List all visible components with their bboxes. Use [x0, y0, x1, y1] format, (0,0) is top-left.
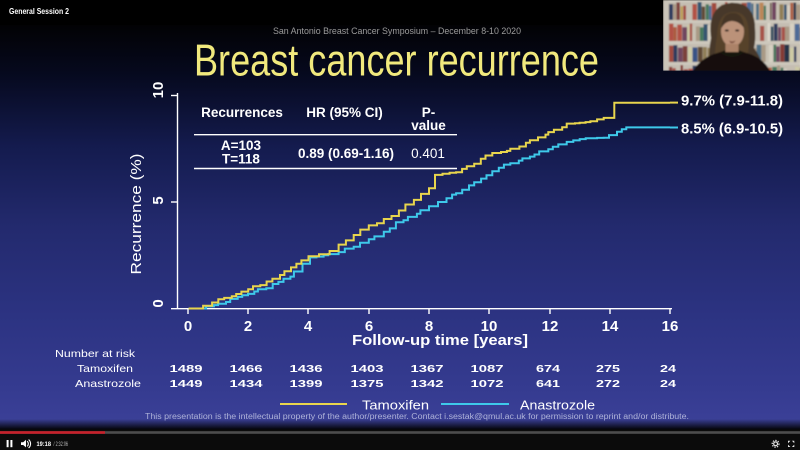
svg-text:641: 641 — [536, 378, 560, 390]
svg-text:6: 6 — [365, 318, 373, 335]
svg-text:8.5% (6.9-10.5): 8.5% (6.9-10.5) — [681, 121, 783, 138]
svg-text:T=118: T=118 — [222, 152, 260, 167]
svg-text:General Session 2: General Session 2 — [9, 6, 69, 16]
svg-text:5: 5 — [150, 196, 167, 204]
svg-text:19:18: 19:18 — [37, 442, 52, 448]
svg-text:Tamoxifen: Tamoxifen — [77, 363, 133, 375]
svg-text:Breast cancer recurrence: Breast cancer recurrence — [194, 36, 599, 85]
svg-text:10: 10 — [150, 82, 167, 99]
svg-text:Recurrence (%): Recurrence (%) — [129, 154, 145, 275]
svg-text:2: 2 — [244, 318, 252, 335]
svg-text:1087: 1087 — [471, 363, 504, 375]
svg-text:P-: P- — [422, 105, 436, 120]
svg-text:0: 0 — [184, 318, 192, 335]
svg-text:8: 8 — [425, 318, 433, 335]
svg-text:Recurrences: Recurrences — [201, 105, 283, 120]
svg-text:Anastrozole: Anastrozole — [75, 378, 141, 390]
svg-text:1436: 1436 — [290, 363, 323, 375]
svg-text:1449: 1449 — [170, 378, 203, 390]
svg-text:674: 674 — [536, 363, 560, 375]
svg-text:HR (95% CI): HR (95% CI) — [306, 105, 383, 120]
svg-text:Number at risk: Number at risk — [55, 348, 136, 360]
svg-text:1434: 1434 — [230, 378, 263, 390]
svg-text:24: 24 — [660, 378, 676, 390]
svg-text:12: 12 — [542, 318, 559, 335]
svg-text:Tamoxifen: Tamoxifen — [362, 398, 429, 413]
svg-text:1403: 1403 — [351, 363, 384, 375]
svg-text:Follow-up time [years]: Follow-up time [years] — [352, 333, 528, 349]
svg-text:A=103: A=103 — [221, 138, 262, 153]
svg-text:272: 272 — [596, 378, 620, 390]
svg-text:1466: 1466 — [230, 363, 263, 375]
svg-text:San Antonio Breast Cancer Symp: San Antonio Breast Cancer Symposium – De… — [273, 26, 521, 37]
svg-text:1367: 1367 — [411, 363, 444, 375]
svg-text:value: value — [411, 118, 446, 133]
svg-text:10: 10 — [481, 318, 498, 335]
svg-text:1342: 1342 — [411, 378, 444, 390]
svg-text:16: 16 — [662, 318, 679, 335]
svg-text:275: 275 — [596, 363, 620, 375]
svg-text:This presentation is the intel: This presentation is the intellectual pr… — [145, 412, 689, 421]
svg-text:0.89 (0.69-1.16): 0.89 (0.69-1.16) — [298, 146, 394, 161]
svg-text:14: 14 — [602, 318, 619, 335]
svg-text:24: 24 — [660, 363, 676, 375]
svg-text:1375: 1375 — [351, 378, 384, 390]
svg-text:0.401: 0.401 — [411, 146, 445, 161]
svg-text:/ 2:32:06: / 2:32:06 — [54, 442, 69, 448]
svg-text:0: 0 — [150, 299, 167, 307]
svg-text:1072: 1072 — [471, 378, 504, 390]
svg-text:1489: 1489 — [170, 363, 203, 375]
svg-text:4: 4 — [304, 318, 313, 335]
svg-text:Anastrozole: Anastrozole — [520, 398, 595, 413]
svg-text:9.7% (7.9-11.8): 9.7% (7.9-11.8) — [681, 93, 783, 110]
svg-text:1399: 1399 — [290, 378, 323, 390]
